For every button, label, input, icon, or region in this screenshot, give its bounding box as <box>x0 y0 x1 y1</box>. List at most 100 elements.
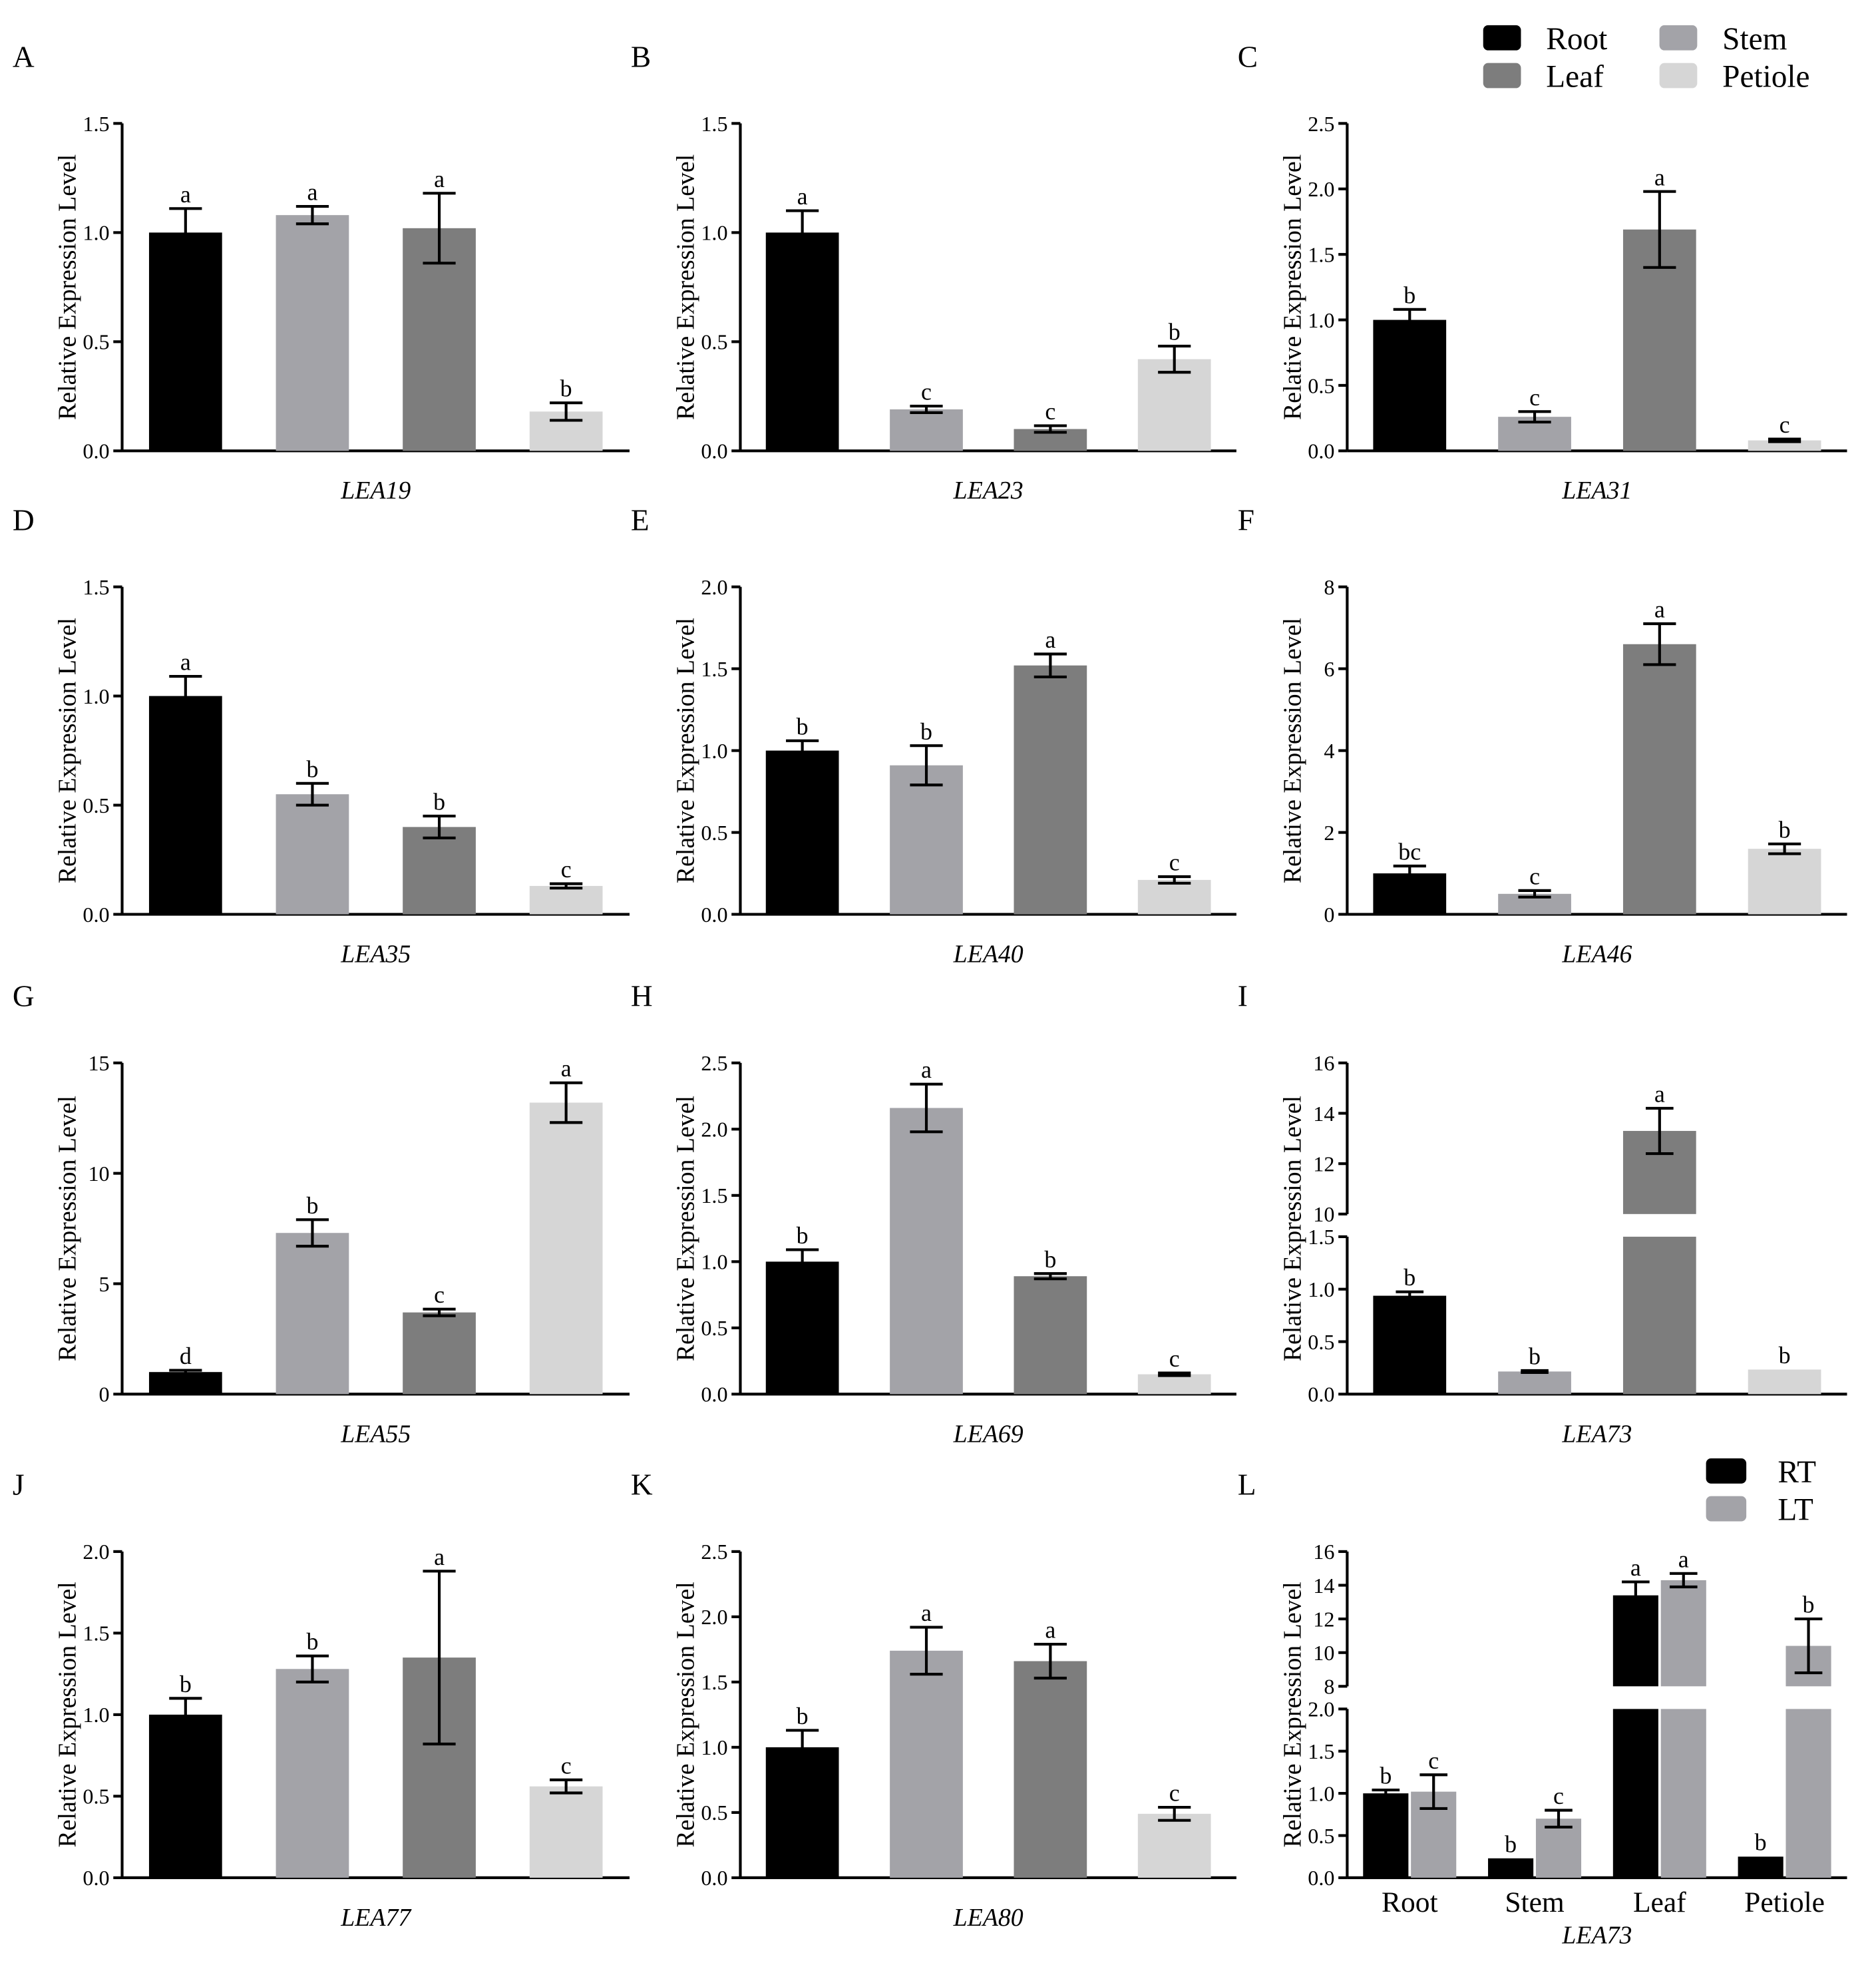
bar-stem <box>890 409 963 451</box>
bar-root <box>148 232 222 451</box>
y-axis-label: Relative Expression Level <box>671 1582 699 1847</box>
bar-root <box>148 1372 222 1395</box>
significance-letter: c <box>1553 1783 1564 1809</box>
bar-leaf-lower <box>1622 1236 1696 1395</box>
panel-letter: H <box>631 980 653 1013</box>
gene-label: LEA19 <box>340 477 411 505</box>
y-tick-label: 0.0 <box>1308 1866 1334 1890</box>
y-tick-label: 2.0 <box>701 1118 727 1142</box>
panel-letter: L <box>1238 1468 1256 1502</box>
significance-letter: c <box>1529 863 1540 889</box>
bar-leaf <box>1014 1661 1087 1878</box>
significance-letter: a <box>1654 1080 1665 1107</box>
bar-lt-leaf-upper <box>1660 1580 1706 1687</box>
significance-letter: a <box>1045 1617 1055 1643</box>
bar-root <box>765 1261 839 1395</box>
y-tick-label: 12 <box>1313 1152 1334 1176</box>
y-tick-label: 1.0 <box>83 1703 109 1727</box>
bar-stem <box>276 1669 349 1878</box>
panel-h: H Relative Expression Level LEA69 0.0 0.5 1.0… <box>631 980 1236 1448</box>
bar-root <box>765 232 839 451</box>
y-tick-label: 16 <box>1313 1051 1334 1075</box>
significance-letter: c <box>561 856 572 883</box>
y-tick-label: 1.5 <box>83 575 109 599</box>
y-tick-label: 0 <box>99 1383 110 1407</box>
y-tick-label: 0 <box>1324 903 1334 927</box>
x-category-label: Root <box>1382 1886 1438 1918</box>
y-tick-label: 1.0 <box>701 221 727 245</box>
significance-letter: a <box>307 179 317 206</box>
significance-letter: c <box>1045 398 1055 425</box>
panel-c: C Relative Expression Level LEA31 0.0 0.5 1.0… <box>1238 40 1847 505</box>
y-tick-label: 1.0 <box>1308 1781 1334 1805</box>
bar-leaf <box>1622 644 1696 915</box>
bar-lt-petiole-lower <box>1785 1709 1831 1878</box>
y-tick-label: 2.0 <box>83 1540 109 1564</box>
panel-letter: E <box>631 504 650 537</box>
y-tick-label: 1.0 <box>701 1735 727 1759</box>
panel-i: I Relative Expression Level LEA73 0.0 0.5 1.0… <box>1238 980 1847 1448</box>
legend-label: LT <box>1778 1493 1813 1528</box>
significance-letter: b <box>1044 1246 1056 1273</box>
x-category-label: Leaf <box>1633 1886 1686 1918</box>
significance-letter: b <box>560 375 572 402</box>
significance-letter: c <box>1428 1747 1439 1774</box>
panel-j: J Relative Expression Level LEA77 0.0 0.5 1.0… <box>13 1468 630 1932</box>
y-tick-label: 0.0 <box>1308 1383 1334 1407</box>
y-axis-label: Relative Expression Level <box>671 1096 699 1361</box>
significance-letter: a <box>797 183 808 210</box>
gene-label: LEA77 <box>340 1904 412 1932</box>
y-tick-label: 4 <box>1324 739 1334 763</box>
y-axis-label: Relative Expression Level <box>671 618 699 883</box>
y-tick-label: 1.0 <box>83 684 109 708</box>
significance-letter: a <box>434 1544 445 1570</box>
panel-e: E Relative Expression Level LEA40 0.0 0.5 1.0… <box>631 504 1236 968</box>
y-tick-label: 1.0 <box>701 739 727 763</box>
significance-letter: b <box>1755 1829 1767 1856</box>
bar-rt-leaf-upper <box>1612 1595 1658 1687</box>
significance-letter: b <box>306 756 318 782</box>
significance-letter: a <box>1045 626 1055 653</box>
significance-letter: b <box>306 1628 318 1655</box>
y-tick-label: 2.5 <box>1308 112 1334 136</box>
y-tick-label: 1.0 <box>701 1250 727 1274</box>
significance-letter: c <box>561 1752 572 1779</box>
bar-stem <box>890 1108 963 1395</box>
legend-swatch-root <box>1483 25 1521 51</box>
significance-letter: a <box>180 649 191 676</box>
y-tick-label: 0.5 <box>83 793 109 817</box>
significance-letter: b <box>1803 1592 1815 1618</box>
panel-g: G Relative Expression Level LEA55 0 5 10 15 d b c… <box>13 980 630 1448</box>
x-category-label: Petiole <box>1744 1886 1825 1918</box>
bar-leaf <box>403 228 476 451</box>
panel-f: F Relative Expression Level LEA46 0 2 4 6 8 bc c a… <box>1238 504 1847 968</box>
y-tick-label: 5 <box>99 1272 110 1296</box>
significance-letter: c <box>434 1281 445 1308</box>
significance-letter: bc <box>1398 839 1421 865</box>
legend-swatch-petiole <box>1659 63 1698 89</box>
gene-label: LEA73 <box>1561 1921 1632 1949</box>
bar-petiole <box>1748 1369 1821 1395</box>
bar-petiole <box>1137 1374 1211 1395</box>
legend-swatch-leaf <box>1483 63 1521 89</box>
y-tick-label: 1.5 <box>701 1184 727 1207</box>
significance-letter: a <box>1630 1554 1641 1581</box>
tissue-legend: Root Stem Leaf Petiole <box>1483 22 1810 95</box>
gene-label: LEA40 <box>953 940 1024 968</box>
y-tick-label: 1.0 <box>1308 1277 1334 1301</box>
panel-letter: D <box>13 504 35 537</box>
gene-label: LEA23 <box>953 477 1024 505</box>
legend-label: Stem <box>1722 22 1787 57</box>
y-tick-label: 1.5 <box>83 1622 109 1645</box>
gene-label: LEA55 <box>340 1420 411 1448</box>
legend-swatch-lt <box>1706 1496 1747 1522</box>
y-tick-label: 0.0 <box>83 439 109 463</box>
significance-letter: d <box>180 1343 192 1369</box>
y-tick-label: 0.5 <box>1308 1824 1334 1848</box>
y-tick-label: 1.5 <box>1308 243 1334 267</box>
y-tick-label: 0.5 <box>83 1785 109 1809</box>
significance-letter: c <box>921 379 932 405</box>
panel-letter: G <box>13 980 35 1013</box>
bar-petiole <box>1137 879 1211 915</box>
y-tick-label: 0.0 <box>701 1383 727 1407</box>
